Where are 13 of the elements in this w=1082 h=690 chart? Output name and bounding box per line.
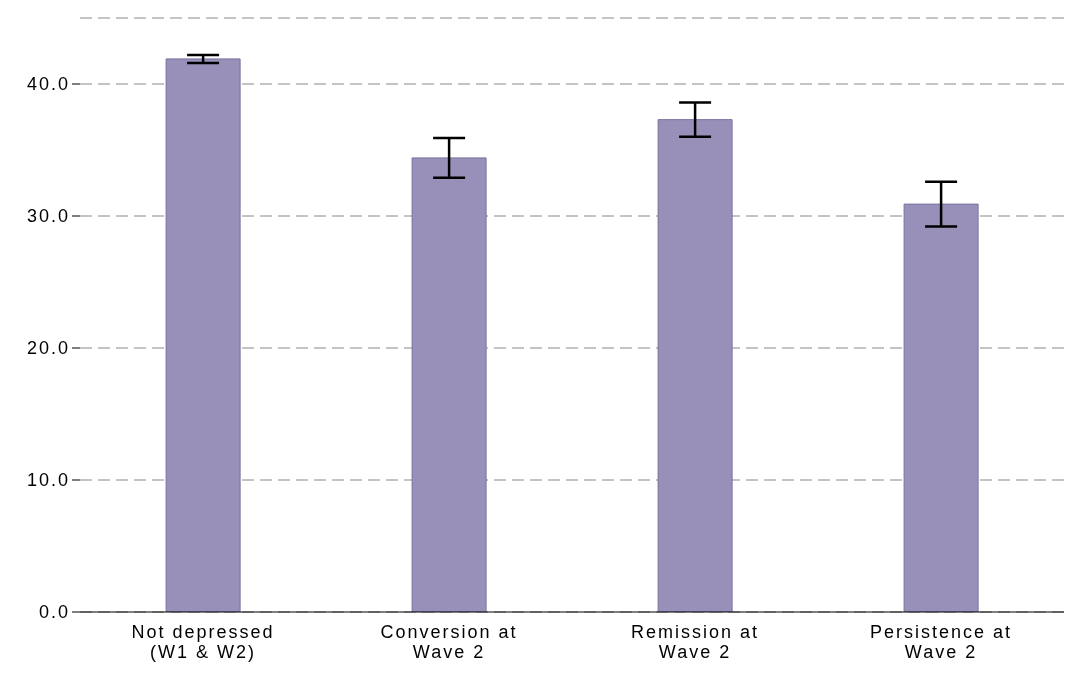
x-tick-label: Not depressed (W1 & W2) [131, 622, 275, 662]
bar [657, 119, 733, 612]
bar [411, 157, 487, 612]
bar [903, 203, 979, 612]
x-tick-label: Conversion at Wave 2 [380, 622, 518, 662]
y-tick-label: 40.0 [26, 74, 70, 95]
bar [165, 58, 241, 612]
y-tick-label: 20.0 [26, 338, 70, 359]
y-tick-label: 0.0 [38, 602, 70, 623]
y-tick-label: 10.0 [26, 470, 70, 491]
x-tick-label: Remission at Wave 2 [630, 622, 760, 662]
x-tick-label: Persistence at Wave 2 [869, 622, 1013, 662]
y-tick-label: 30.0 [26, 206, 70, 227]
